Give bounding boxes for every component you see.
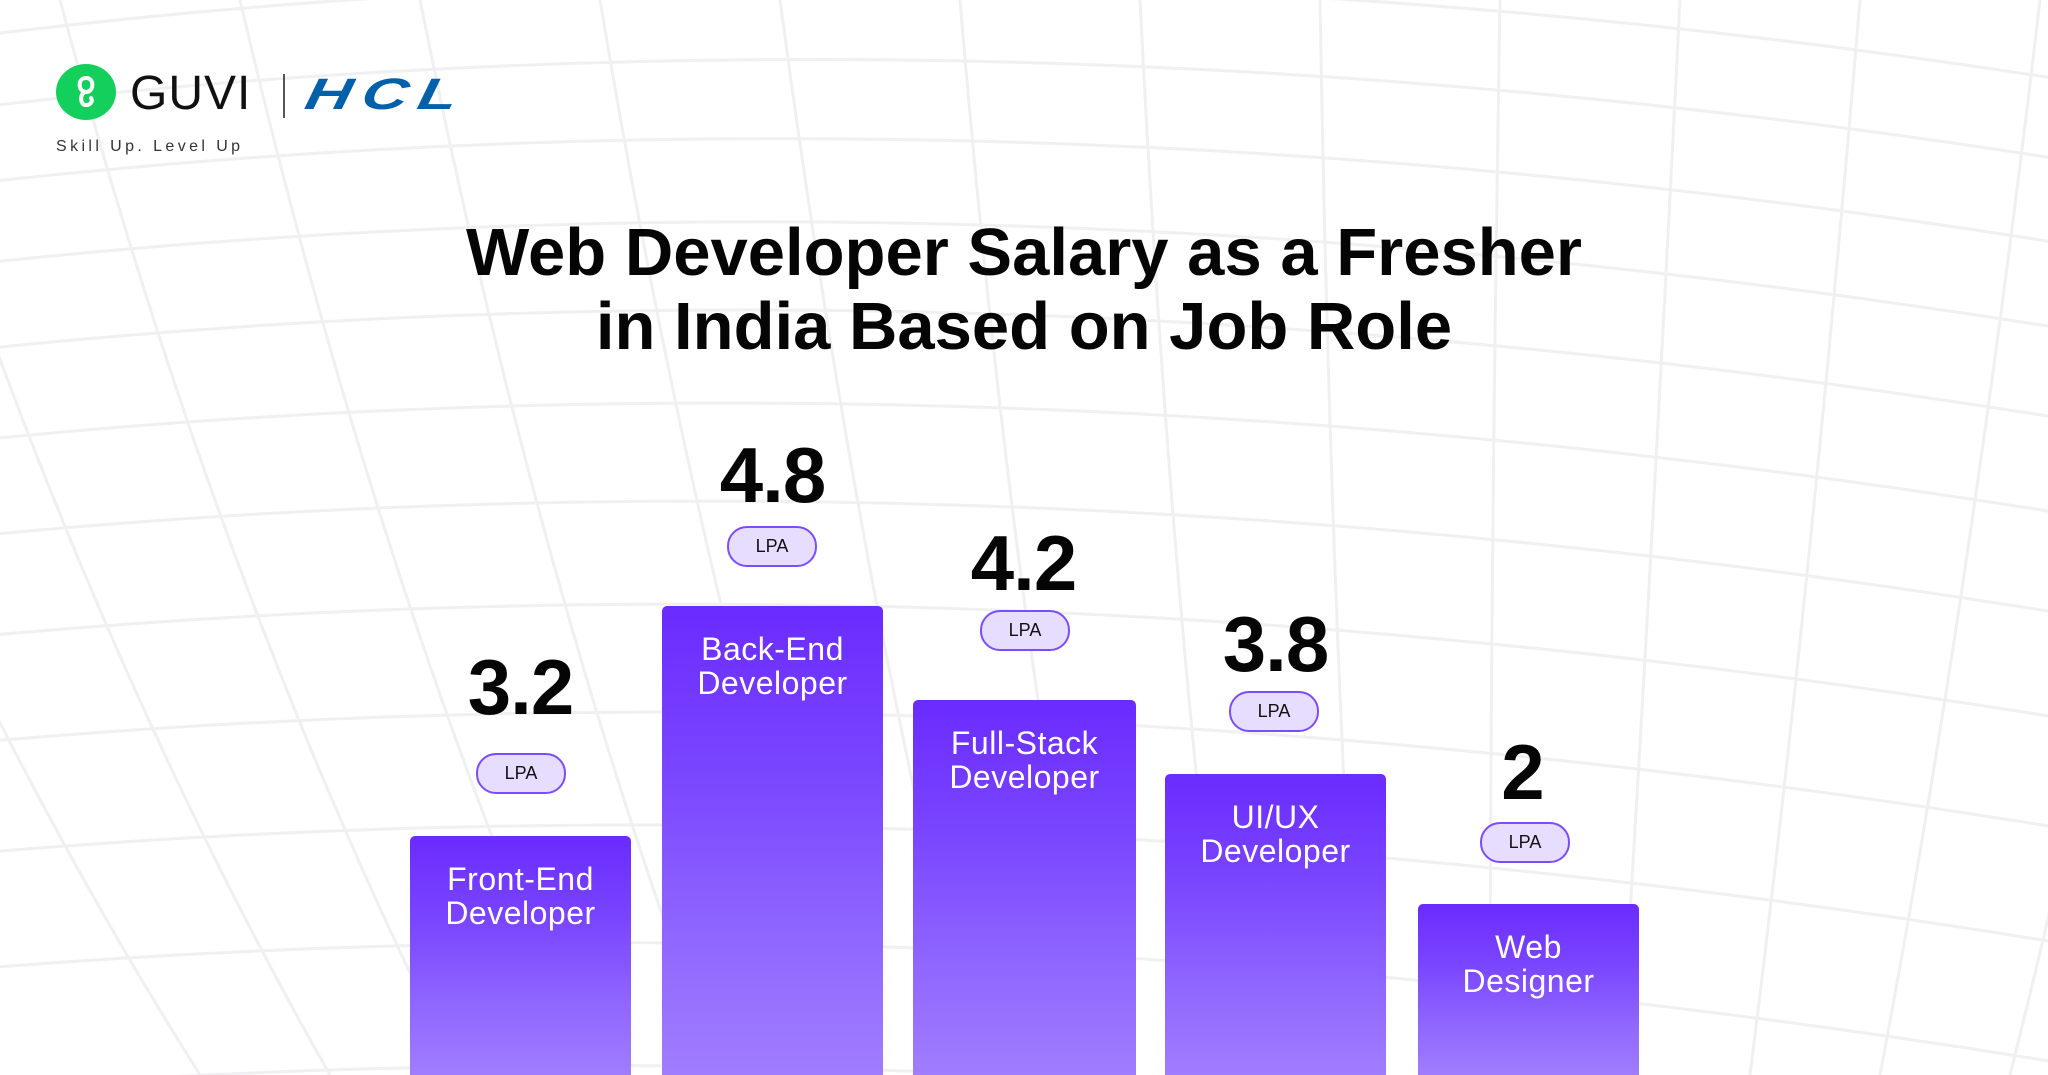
value-label-front-end: 3.2 xyxy=(467,643,574,731)
bar-full-stack-developer: Full-Stack Developer xyxy=(913,700,1136,1075)
chart-title-line-2: in India Based on Job Role xyxy=(595,289,1453,364)
value-label-web-designer: 2 xyxy=(1501,728,1544,816)
unit-badge-front-end: LPA xyxy=(476,753,566,794)
guvi-logo-icon xyxy=(56,64,116,120)
bar-label-line-1: Front-End xyxy=(447,861,594,897)
bar-back-end-developer: Back-End Developer xyxy=(662,606,883,1075)
value-label-ui-ux: 3.8 xyxy=(1222,600,1329,688)
guvi-knot-icon xyxy=(77,75,95,108)
unit-badge-back-end: LPA xyxy=(727,526,817,567)
value-label-back-end: 4.8 xyxy=(719,431,826,519)
bar-ui-ux-developer: UI/UX Developer xyxy=(1165,774,1386,1075)
bar-label-line-1: Back-End xyxy=(701,631,844,667)
unit-badge-ui-ux: LPA xyxy=(1229,691,1319,732)
unit-badge-full-stack: LPA xyxy=(980,610,1070,651)
value-label-full-stack: 4.2 xyxy=(970,519,1077,607)
bar-front-end-developer: Front-End Developer xyxy=(410,836,631,1075)
tagline: Skill Up. Level Up xyxy=(56,138,244,155)
bar-label-line-2: Developer xyxy=(949,759,1100,795)
bar-label-line-2: Developer xyxy=(697,665,848,701)
unit-badge-web-designer: LPA xyxy=(1480,822,1570,863)
chart-title-line-1: Web Developer Salary as a Fresher xyxy=(465,215,1582,290)
bar-web-designer: Web Designer xyxy=(1418,904,1639,1075)
bar-label-line-1: UI/UX xyxy=(1231,799,1320,835)
hcl-wordmark: HCL xyxy=(301,70,473,119)
chart-title: Web Developer Salary as a Fresher in Ind… xyxy=(0,216,2048,364)
bar-label-line-1: Web xyxy=(1495,929,1562,965)
bar-label-line-2: Designer xyxy=(1462,963,1595,999)
bar-label-line-2: Developer xyxy=(445,895,596,931)
bar-label-line-2: Developer xyxy=(1200,833,1351,869)
bar-label-line-1: Full-Stack xyxy=(950,725,1099,761)
logo-divider xyxy=(283,74,285,118)
guvi-wordmark: GUVI xyxy=(130,67,252,120)
